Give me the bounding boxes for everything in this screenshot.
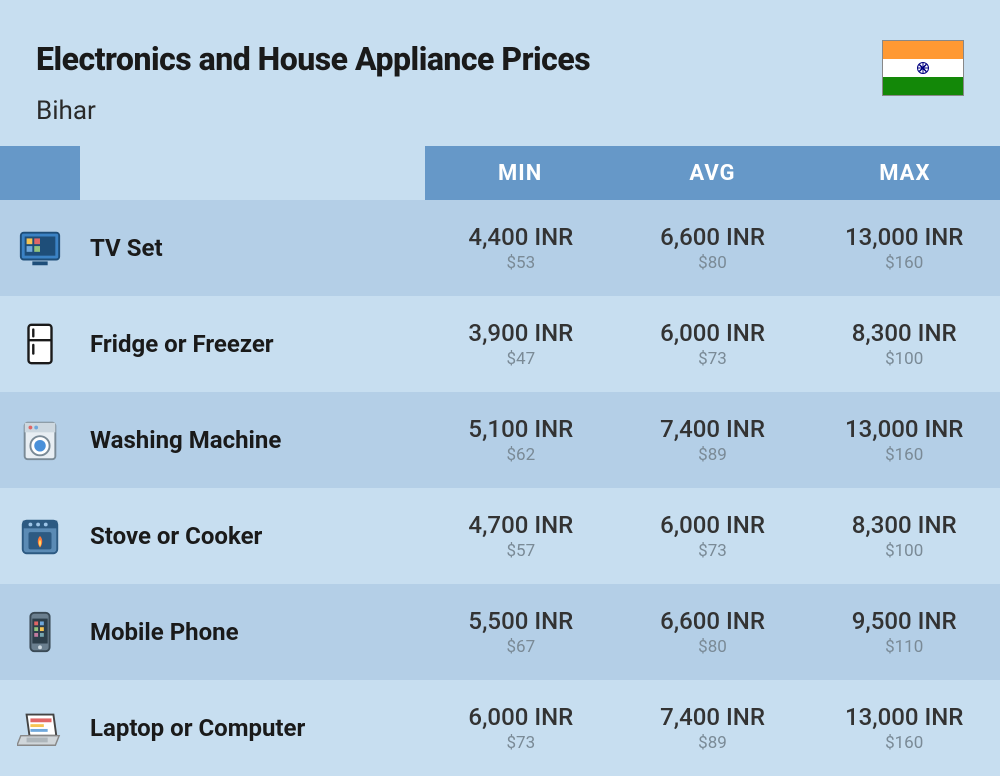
min-usd: $53	[425, 253, 617, 273]
max-usd: $160	[808, 445, 1000, 465]
phone-icon	[14, 606, 66, 658]
row-name: TV Set	[80, 234, 425, 262]
row-max: 9,500 INR $110	[808, 607, 1000, 657]
washer-icon	[14, 414, 66, 466]
max-usd: $100	[808, 541, 1000, 561]
row-avg: 6,600 INR $80	[617, 223, 809, 273]
min-inr: 5,100 INR	[425, 415, 617, 443]
min-inr: 3,900 INR	[425, 319, 617, 347]
avg-usd: $73	[617, 349, 809, 369]
fridge-icon	[14, 318, 66, 370]
min-inr: 4,700 INR	[425, 511, 617, 539]
row-avg: 7,400 INR $89	[617, 415, 809, 465]
row-min: 6,000 INR $73	[425, 703, 617, 753]
row-avg: 7,400 INR $89	[617, 703, 809, 753]
max-inr: 13,000 INR	[808, 703, 1000, 731]
min-inr: 5,500 INR	[425, 607, 617, 635]
row-min: 3,900 INR $47	[425, 319, 617, 369]
max-inr: 8,300 INR	[808, 319, 1000, 347]
min-usd: $62	[425, 445, 617, 465]
row-max: 13,000 INR $160	[808, 703, 1000, 753]
avg-usd: $89	[617, 733, 809, 753]
laptop-icon	[14, 702, 66, 754]
avg-inr: 7,400 INR	[617, 703, 809, 731]
header-icon-col	[0, 146, 80, 200]
row-avg: 6,000 INR $73	[617, 511, 809, 561]
avg-usd: $73	[617, 541, 809, 561]
row-max: 8,300 INR $100	[808, 511, 1000, 561]
row-icon-cell	[0, 414, 80, 466]
max-inr: 13,000 INR	[808, 415, 1000, 443]
avg-inr: 6,000 INR	[617, 319, 809, 347]
row-icon-cell	[0, 318, 80, 370]
max-inr: 13,000 INR	[808, 223, 1000, 251]
table-header: MIN AVG MAX	[0, 146, 1000, 200]
avg-inr: 6,600 INR	[617, 607, 809, 635]
table-row: Mobile Phone 5,500 INR $67 6,600 INR $80…	[0, 584, 1000, 680]
header-max: MAX	[810, 146, 1000, 200]
row-name: Mobile Phone	[80, 618, 425, 646]
max-inr: 9,500 INR	[808, 607, 1000, 635]
page-subtitle: Bihar	[36, 96, 590, 126]
avg-usd: $80	[617, 637, 809, 657]
avg-usd: $89	[617, 445, 809, 465]
row-min: 5,500 INR $67	[425, 607, 617, 657]
header-avg: AVG	[617, 146, 807, 200]
table-row: Laptop or Computer 6,000 INR $73 7,400 I…	[0, 680, 1000, 776]
max-usd: $160	[808, 733, 1000, 753]
row-name: Washing Machine	[80, 426, 425, 454]
title-block: Electronics and House Appliance Prices B…	[36, 40, 590, 126]
row-min: 5,100 INR $62	[425, 415, 617, 465]
max-usd: $110	[808, 637, 1000, 657]
row-name: Laptop or Computer	[80, 714, 425, 742]
max-inr: 8,300 INR	[808, 511, 1000, 539]
min-usd: $57	[425, 541, 617, 561]
header-name-col	[80, 146, 425, 200]
row-max: 13,000 INR $160	[808, 223, 1000, 273]
row-avg: 6,600 INR $80	[617, 607, 809, 657]
avg-inr: 6,600 INR	[617, 223, 809, 251]
min-inr: 6,000 INR	[425, 703, 617, 731]
avg-inr: 6,000 INR	[617, 511, 809, 539]
row-max: 8,300 INR $100	[808, 319, 1000, 369]
stove-icon	[14, 510, 66, 562]
min-inr: 4,400 INR	[425, 223, 617, 251]
table-row: Stove or Cooker 4,700 INR $57 6,000 INR …	[0, 488, 1000, 584]
row-icon-cell	[0, 606, 80, 658]
avg-inr: 7,400 INR	[617, 415, 809, 443]
tv-icon	[14, 222, 66, 274]
row-max: 13,000 INR $160	[808, 415, 1000, 465]
row-name: Fridge or Freezer	[80, 330, 425, 358]
max-usd: $100	[808, 349, 1000, 369]
india-flag-icon	[882, 40, 964, 96]
row-icon-cell	[0, 222, 80, 274]
row-icon-cell	[0, 702, 80, 754]
price-table: MIN AVG MAX TV Set 4,400 INR $53 6,600 I…	[0, 146, 1000, 776]
max-usd: $160	[808, 253, 1000, 273]
row-avg: 6,000 INR $73	[617, 319, 809, 369]
row-name: Stove or Cooker	[80, 522, 425, 550]
min-usd: $67	[425, 637, 617, 657]
table-row: TV Set 4,400 INR $53 6,600 INR $80 13,00…	[0, 200, 1000, 296]
header: Electronics and House Appliance Prices B…	[0, 0, 1000, 146]
table-row: Washing Machine 5,100 INR $62 7,400 INR …	[0, 392, 1000, 488]
avg-usd: $80	[617, 253, 809, 273]
min-usd: $73	[425, 733, 617, 753]
table-row: Fridge or Freezer 3,900 INR $47 6,000 IN…	[0, 296, 1000, 392]
row-icon-cell	[0, 510, 80, 562]
min-usd: $47	[425, 349, 617, 369]
row-min: 4,400 INR $53	[425, 223, 617, 273]
row-min: 4,700 INR $57	[425, 511, 617, 561]
header-min: MIN	[425, 146, 615, 200]
page-title: Electronics and House Appliance Prices	[36, 40, 590, 78]
